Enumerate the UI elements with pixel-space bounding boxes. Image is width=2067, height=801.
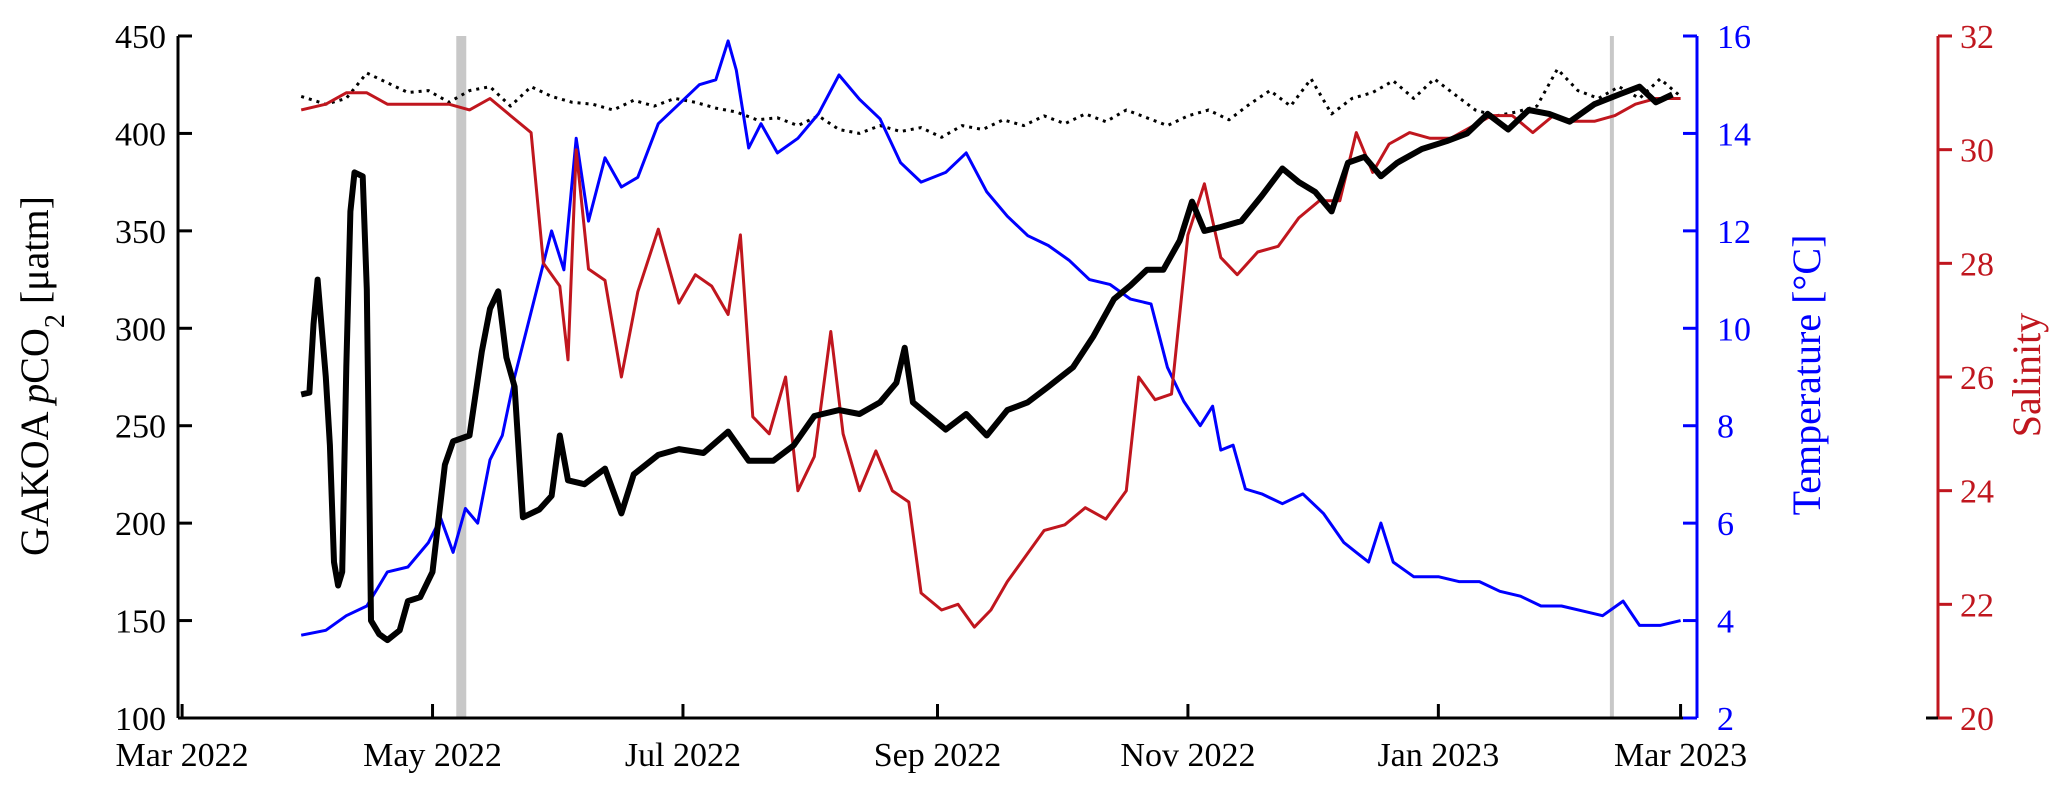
temperature-tick-label: 10 — [1717, 311, 1751, 348]
x-tick-label: May 2022 — [363, 737, 502, 774]
left-y-tick-label: 150 — [115, 604, 166, 641]
shaded-periods — [456, 36, 1614, 718]
x-tick-label: Mar 2023 — [1614, 737, 1747, 774]
left-y-tick-label: 400 — [115, 116, 166, 153]
left-y-axis-ticks: 100 150 200 250 300 350 400 450 — [115, 19, 192, 738]
left-y-tick-label: 100 — [115, 701, 166, 738]
left-y-tick-label: 250 — [115, 409, 166, 446]
shaded-period-1 — [456, 36, 467, 718]
series-line-4 — [300, 91, 1681, 629]
left-y-axis-title: GAKOA pCO2 [μatm] — [12, 196, 71, 556]
x-tick-label: Jul 2022 — [625, 737, 741, 774]
salinity-tick-label: 22 — [1960, 587, 1994, 624]
temperature-axis-title: Temperature [°C] — [1784, 235, 1829, 516]
salinity-axis-ticks: 20 22 24 26 28 30 32 — [1938, 19, 1994, 738]
temperature-tick-label: 4 — [1717, 604, 1734, 641]
salinity-tick-label: 28 — [1960, 246, 1994, 283]
left-y-tick-label: 350 — [115, 214, 166, 251]
salinity-tick-label: 30 — [1960, 133, 1994, 170]
temperature-tick-label: 2 — [1717, 701, 1734, 738]
series-line-1 — [300, 83, 1674, 644]
left-y-tick-label: 450 — [115, 19, 166, 56]
x-tick-label: Sep 2022 — [874, 737, 1002, 774]
plot-lines — [300, 39, 1682, 644]
left-y-tick-label: 200 — [115, 506, 166, 543]
x-tick-label: Nov 2022 — [1120, 737, 1255, 774]
salinity-axis-title: Salinity — [2004, 313, 2049, 437]
temperature-tick-label: 16 — [1717, 19, 1751, 56]
temperature-tick-label: 12 — [1717, 214, 1751, 251]
salinity-tick-label: 26 — [1960, 360, 1994, 397]
series-line-2 — [300, 67, 1682, 139]
x-tick-label: Mar 2022 — [116, 737, 249, 774]
x-tick-label: Jan 2023 — [1377, 737, 1499, 774]
salinity-tick-label: 20 — [1960, 701, 1994, 738]
temperature-axis-ticks: 2 4 6 8 10 12 14 16 — [1683, 19, 1751, 738]
temperature-tick-label: 14 — [1717, 116, 1751, 153]
temperature-tick-label: 6 — [1717, 506, 1734, 543]
x-axis-ticks: Mar 2022 May 2022 Jul 2022 Sep 2022 Nov 2022… — [116, 704, 1747, 774]
shaded-period-2 — [1609, 36, 1614, 718]
left-y-tick-label: 300 — [115, 311, 166, 348]
temperature-tick-label: 8 — [1717, 409, 1734, 446]
series-line-3 — [300, 39, 1681, 637]
salinity-tick-label: 32 — [1960, 19, 1994, 56]
salinity-tick-label: 24 — [1960, 474, 1994, 511]
